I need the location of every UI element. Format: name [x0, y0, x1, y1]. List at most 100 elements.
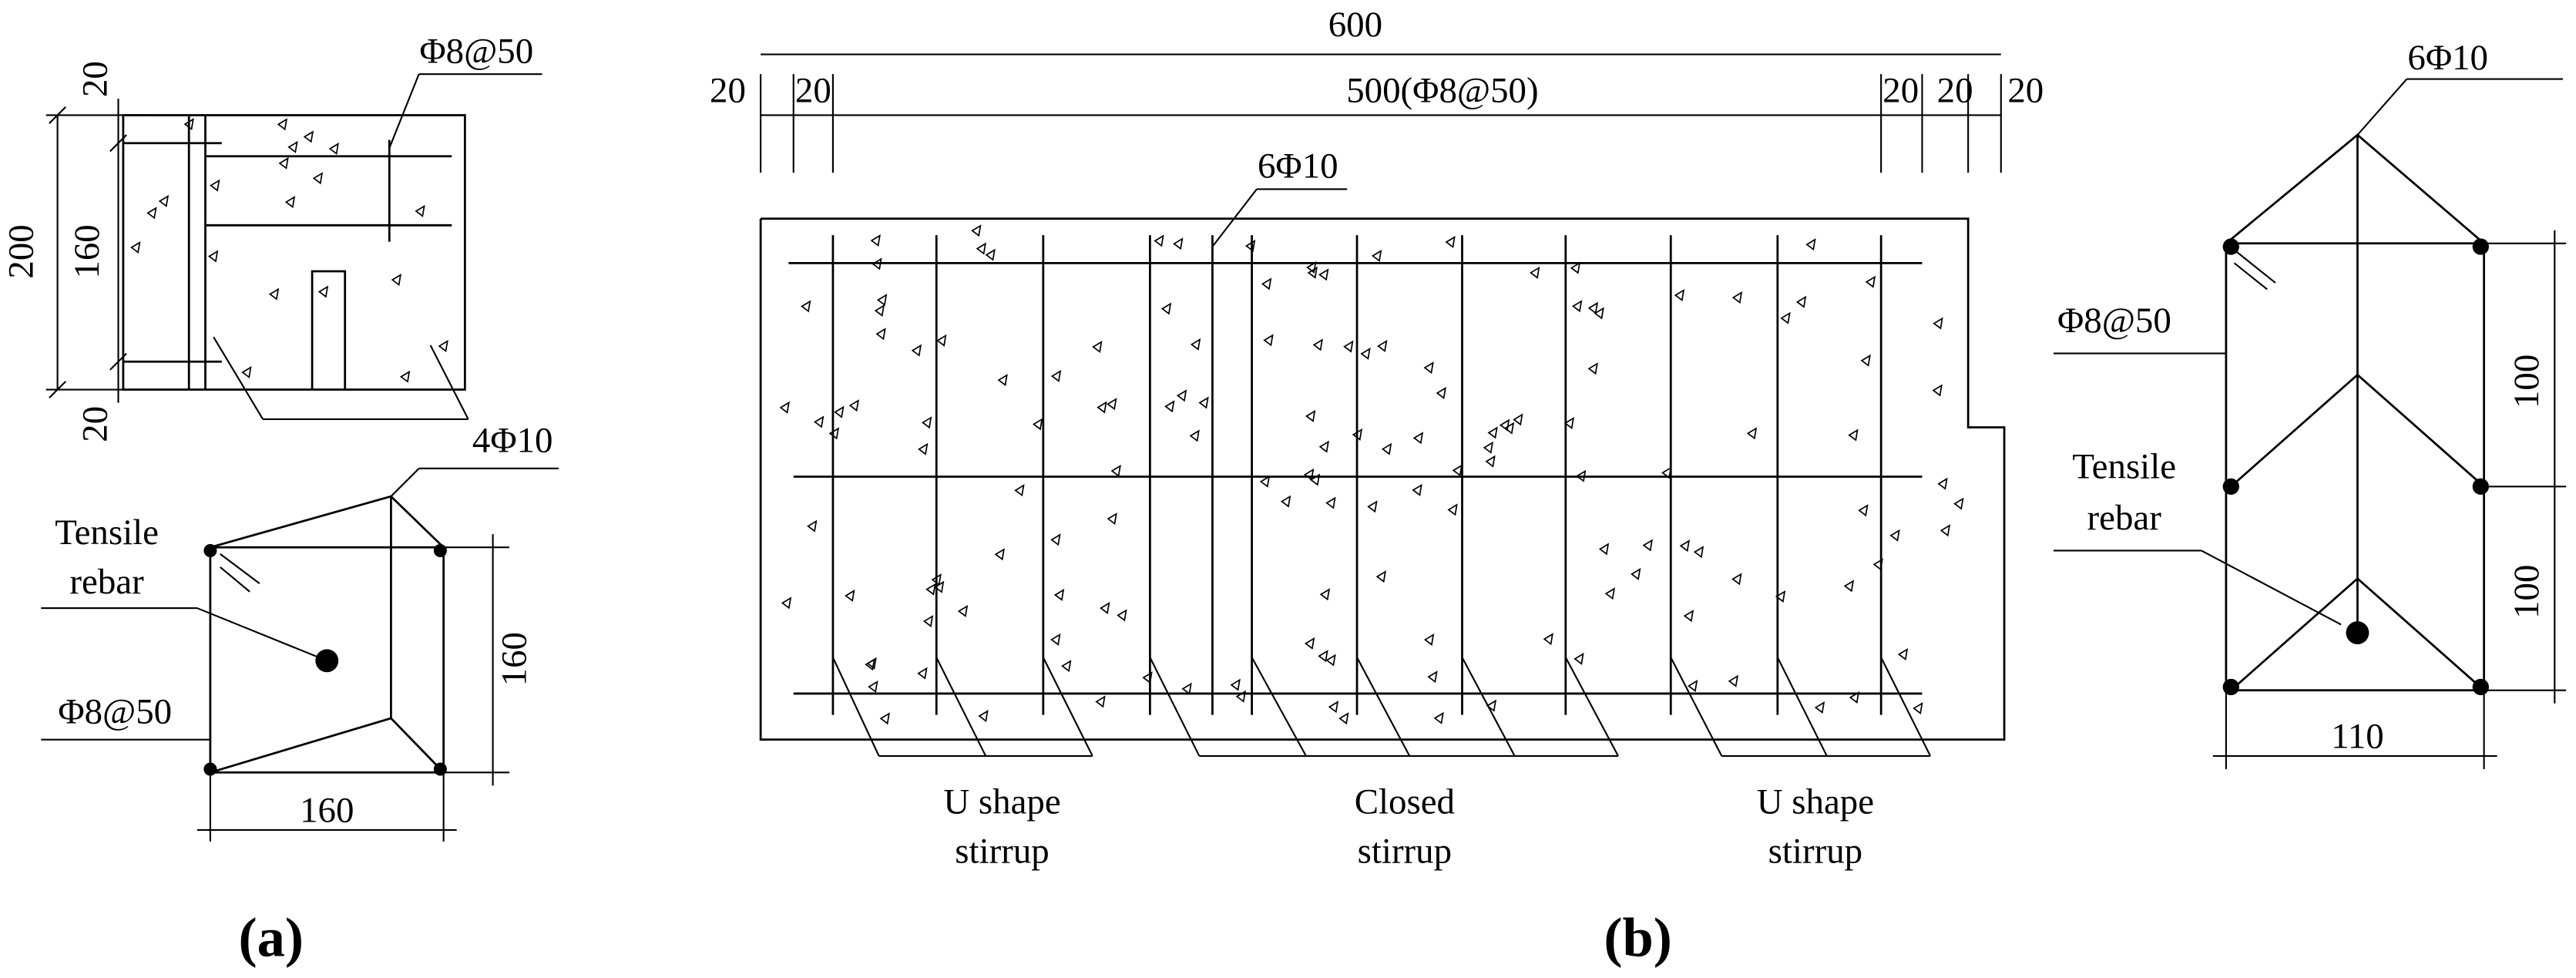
aggregate [985, 248, 996, 261]
aggregate [1110, 464, 1121, 477]
aggregate [1050, 533, 1061, 546]
tensile-label: rebar [2087, 498, 2162, 538]
aggregate [1587, 301, 1599, 314]
aggregate [1937, 477, 1948, 490]
stirrup-label: Φ8@50 [2057, 301, 2171, 341]
aggregate [1631, 567, 1641, 580]
leader [1356, 657, 1411, 757]
stirrup-label: U shape [943, 782, 1060, 822]
aggregate [1795, 295, 1807, 308]
aggregate [1117, 609, 1127, 622]
aggregate [284, 196, 296, 209]
aggregate [874, 304, 885, 317]
aggregate [1598, 543, 1610, 556]
aggregate [1843, 580, 1855, 593]
aggregate [971, 224, 982, 237]
aggregate [158, 194, 170, 207]
aggregate [312, 172, 324, 185]
aggregate [1360, 347, 1371, 360]
dim: 100 [2507, 565, 2547, 619]
aggregate [1235, 690, 1246, 703]
stirrup-label: Φ8@50 [419, 31, 533, 71]
aggregate [1259, 475, 1271, 488]
dim: 20 [795, 71, 831, 111]
aggregate [848, 399, 859, 412]
dim: 110 [2331, 716, 2384, 756]
aggregate [876, 294, 888, 307]
aggregate [1050, 369, 1062, 382]
dim: 600 [1328, 5, 1382, 45]
aggregate [1371, 249, 1382, 262]
aggregate [828, 427, 840, 440]
aggregate [1499, 418, 1510, 432]
geometry [41, 53, 2567, 842]
aggregate [1328, 701, 1339, 714]
aggregate [801, 300, 811, 313]
leader [1149, 657, 1201, 757]
aggregate [925, 583, 936, 596]
aggregate [1483, 441, 1494, 454]
aggregate [317, 285, 329, 298]
rebar-label: 6Φ10 [2407, 38, 2488, 78]
aggregate [845, 589, 855, 602]
aggregate [183, 118, 194, 131]
aggregate [978, 710, 989, 723]
aggregate [1097, 401, 1107, 414]
aggregate [1142, 671, 1153, 684]
rebar-label: 6Φ10 [1258, 146, 1338, 187]
leader [831, 657, 880, 757]
aggregate [1338, 712, 1349, 725]
aggregate [1307, 266, 1318, 279]
aggregate [1889, 529, 1900, 542]
aggregate [936, 334, 947, 347]
aggregate [1805, 238, 1816, 251]
aggregate [1305, 409, 1316, 422]
aggregate [391, 274, 401, 287]
dim: 500(Φ8@50) [1346, 71, 1538, 111]
aggregate [921, 416, 932, 429]
stirrup-label: stirrup [955, 832, 1049, 872]
aggregate [1932, 384, 1943, 397]
aggregate [1154, 234, 1164, 247]
dim: 160 [494, 632, 534, 686]
aggregate [1014, 484, 1025, 497]
dim: 20 [1882, 71, 1919, 111]
aggregate [1486, 699, 1497, 712]
aggregate [277, 118, 287, 131]
aggregate [994, 548, 1005, 561]
dim: 20 [76, 406, 116, 442]
aggregate [1563, 416, 1575, 429]
aggregate [1309, 473, 1321, 486]
dim: 20 [76, 61, 116, 97]
leader [1564, 657, 1619, 757]
aggregate [1053, 588, 1065, 601]
aggregate [957, 604, 969, 617]
aggregate [1325, 496, 1336, 509]
aggregate [1543, 633, 1553, 646]
aggregate [1107, 513, 1117, 526]
aggregate [1352, 428, 1363, 441]
aggregate [1375, 570, 1386, 583]
aggregate [870, 234, 881, 247]
aggregate [1487, 426, 1498, 439]
aggregate [1513, 413, 1523, 426]
aggregate [834, 405, 845, 418]
aggregate [1377, 339, 1388, 352]
stirrup-label: U shape [1757, 782, 1874, 822]
aggregate [1306, 260, 1317, 274]
aggregate [1280, 495, 1291, 508]
aggregate [1261, 277, 1272, 291]
dim: 160 [67, 224, 107, 278]
aggregate [1176, 389, 1187, 402]
aggregate [1263, 334, 1274, 347]
tensile-label: Tensile [55, 513, 159, 553]
aggregate [931, 573, 942, 586]
aggregate [1674, 288, 1685, 301]
aggregate [1728, 674, 1738, 687]
aggregate [1485, 455, 1496, 468]
leader [1776, 657, 1828, 757]
aggregate [268, 287, 280, 301]
aggregate [1325, 654, 1336, 667]
aggregate [1858, 504, 1869, 517]
leader [1042, 657, 1093, 757]
